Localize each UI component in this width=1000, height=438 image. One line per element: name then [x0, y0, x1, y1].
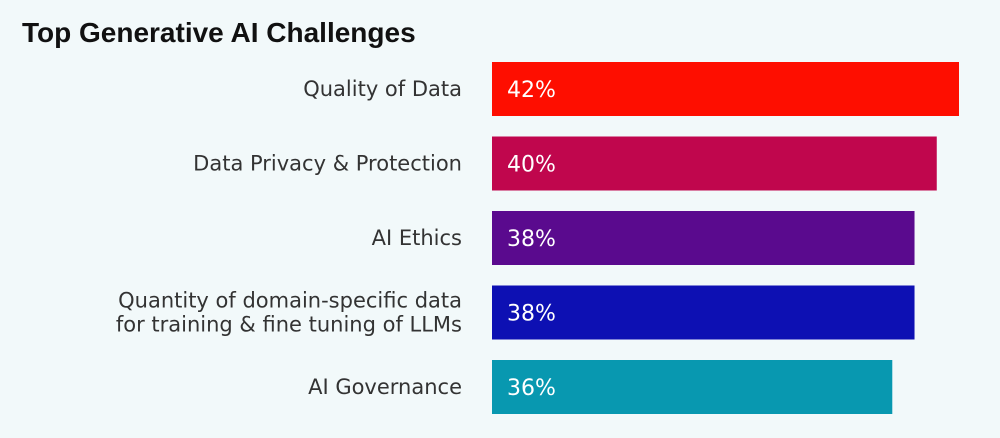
- category-label-line: AI Governance: [308, 375, 462, 399]
- category-label-3: Quantity of domain-specific data for trai…: [116, 289, 462, 337]
- value-label-0: 42%: [507, 78, 556, 103]
- value-label-3: 38%: [507, 302, 556, 327]
- bar-4: [492, 360, 893, 414]
- category-label-line: Data Privacy & Protection: [193, 152, 462, 176]
- category-label-line: Quality of Data: [303, 77, 462, 101]
- category-label-line: AI Ethics: [372, 226, 462, 250]
- bars-group: 42% Quality of Data 40% Data Privacy & Prot…: [116, 62, 959, 414]
- value-label-2: 38%: [507, 227, 556, 252]
- category-label-1: Data Privacy & Protection: [193, 152, 462, 176]
- value-label-1: 40%: [507, 153, 556, 178]
- category-label-0: Quality of Data: [303, 77, 462, 101]
- bar-0: [492, 62, 959, 116]
- value-label-4: 36%: [507, 376, 556, 401]
- chart-title: Top Generative AI Challenges: [22, 17, 416, 48]
- category-label-2: AI Ethics: [372, 226, 462, 250]
- bar-3: [492, 285, 915, 340]
- category-label-line: for training & fine tuning of LLMs: [116, 313, 462, 337]
- category-label-line: Quantity of domain-specific data: [118, 289, 462, 313]
- category-label-4: AI Governance: [308, 375, 462, 399]
- bar-2: [492, 211, 915, 265]
- bar-1: [492, 136, 937, 191]
